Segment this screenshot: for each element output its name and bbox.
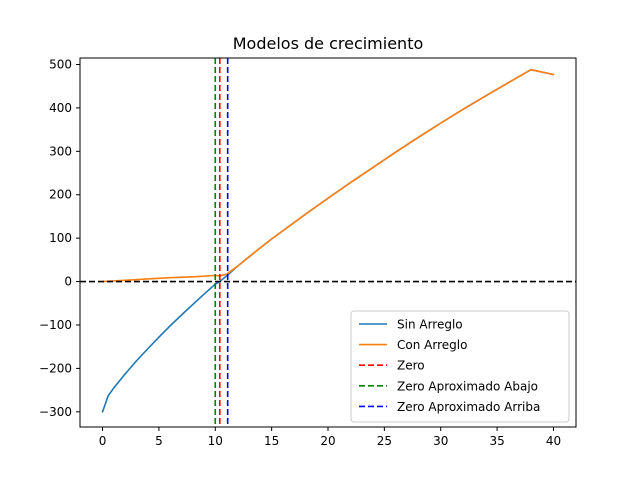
legend-label-1: Sin Arreglo bbox=[397, 318, 463, 332]
y-tick-label: 200 bbox=[49, 188, 72, 202]
x-tick-label: 35 bbox=[489, 434, 504, 448]
x-tick-label: 15 bbox=[264, 434, 279, 448]
y-tick-label: 400 bbox=[49, 101, 72, 115]
legend: Sin Arreglo Con Arreglo Zero Zero Aproximad… bbox=[350, 310, 570, 423]
y-tick-label: −100 bbox=[39, 318, 72, 332]
x-tick-label: 30 bbox=[433, 434, 448, 448]
y-tick-label: 300 bbox=[49, 144, 72, 158]
legend-box bbox=[350, 310, 570, 423]
axes: 0 5 10 15 20 25 30 35 40 −300 −200 −100 0 100 200 300 40… bbox=[39, 57, 577, 448]
y-tick-label: 500 bbox=[49, 58, 72, 72]
x-tick-label: 20 bbox=[320, 434, 335, 448]
y-tick-label: 100 bbox=[49, 231, 72, 245]
chart-title: Modelos de crecimiento bbox=[233, 34, 424, 53]
legend-label-5: Zero Aproximado Arriba bbox=[397, 400, 540, 414]
y-tick-label: 0 bbox=[64, 275, 72, 289]
y-tick-label: −300 bbox=[39, 405, 72, 419]
series-line-2 bbox=[101, 68, 555, 283]
x-tick-label: 0 bbox=[99, 434, 107, 448]
legend-label-3: Zero bbox=[397, 359, 425, 373]
legend-label-4: Zero Aproximado Abajo bbox=[397, 379, 538, 393]
plot-area bbox=[80, 58, 576, 427]
y-tick-label: −200 bbox=[39, 361, 72, 375]
x-tick-label: 25 bbox=[377, 434, 392, 448]
legend-label-2: Con Arreglo bbox=[397, 338, 467, 352]
x-tick-label: 5 bbox=[155, 434, 163, 448]
x-tick-label: 40 bbox=[546, 434, 561, 448]
x-tick-label: 10 bbox=[208, 434, 223, 448]
